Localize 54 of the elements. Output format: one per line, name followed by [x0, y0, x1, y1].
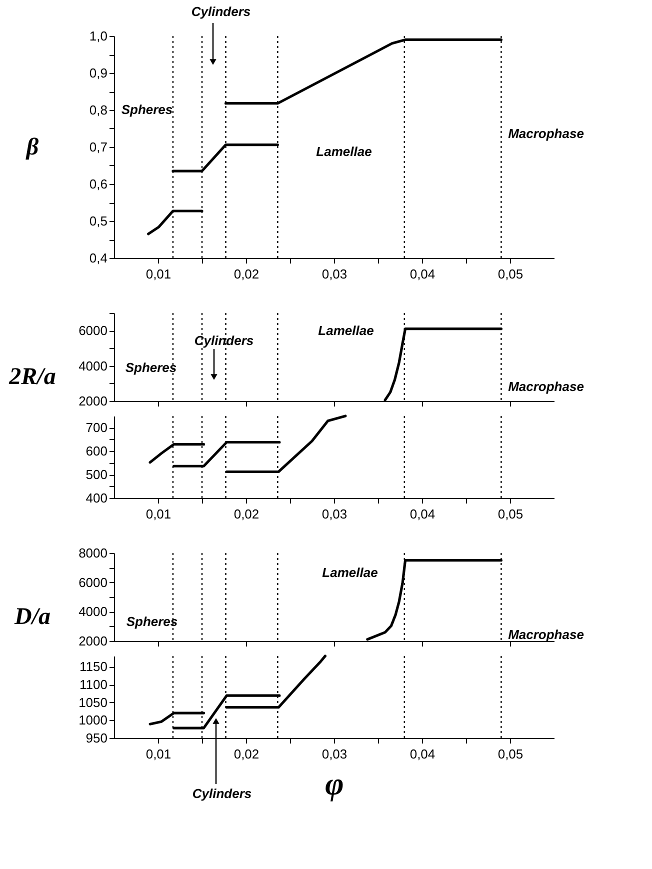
- y-tick-label: 1,0: [89, 28, 108, 44]
- x-tick-label: 0,03: [322, 266, 348, 282]
- text: Cylinders: [192, 786, 252, 801]
- annotation: Macrophase: [508, 627, 584, 642]
- x-tick-label: 0,03: [322, 506, 348, 522]
- y-tick-label: 1000: [78, 712, 108, 728]
- y-tick-label: 6000: [78, 574, 108, 590]
- y-tick-label: 0,7: [89, 140, 108, 154]
- y-tick-label: 8000: [78, 546, 108, 560]
- y-tick-label: 2000: [78, 634, 108, 648]
- y-tick-label: 400: [86, 490, 108, 506]
- annotation: Lamellae: [316, 144, 372, 159]
- annotation: Spheres: [121, 102, 173, 117]
- y-tick-label: 2000: [78, 394, 108, 408]
- y-tick-label: 600: [86, 444, 108, 459]
- y-tick-label: 1100: [80, 677, 108, 692]
- x-tick-label: 0,05: [498, 746, 524, 762]
- annotation: Lamellae: [322, 565, 378, 580]
- y-tick-label: 700: [86, 420, 108, 436]
- annotation: Macrophase: [508, 379, 584, 394]
- y-tick-label: 1150: [80, 659, 108, 674]
- x-tick-label: 0,01: [146, 506, 172, 522]
- y-tick-label: 0,9: [89, 66, 108, 80]
- x-tick-label: 0,01: [146, 266, 172, 282]
- text: Cylinders: [191, 4, 251, 19]
- annotation: Lamellae: [318, 323, 374, 338]
- x-tick-label: 0,05: [498, 506, 524, 522]
- x-axis-title: φ: [325, 766, 344, 802]
- annotation: Spheres: [125, 360, 177, 375]
- y-tick-label: 6000: [78, 323, 108, 338]
- x-tick-label: 0,01: [146, 746, 172, 762]
- annotation: Macrophase: [508, 126, 584, 141]
- y-axis-title: D/a: [14, 604, 50, 630]
- y-tick-label: 500: [86, 467, 108, 482]
- x-tick-label: 0,05: [498, 266, 524, 282]
- y-tick-label: 0,6: [89, 176, 108, 192]
- x-tick-label: 0,02: [234, 266, 260, 282]
- y-tick-label: 4000: [78, 358, 108, 374]
- y-tick-label: 1050: [78, 694, 108, 710]
- annotation: Cylinders: [194, 333, 254, 348]
- x-tick-label: 0,04: [410, 266, 436, 282]
- x-tick-label: 0,04: [410, 506, 436, 522]
- y-tick-label: 0,4: [89, 250, 108, 266]
- y-axis-title: 2R/a: [8, 364, 56, 390]
- x-tick-label: 0,02: [234, 746, 260, 762]
- y-tick-label: 4000: [78, 604, 108, 620]
- y-axis-title: β: [25, 134, 40, 160]
- annotation: Spheres: [126, 614, 178, 629]
- x-tick-label: 0,02: [234, 506, 260, 522]
- y-tick-label: 0,8: [89, 102, 108, 118]
- y-tick-label: 950: [86, 730, 108, 746]
- x-tick-label: 0,03: [322, 746, 348, 762]
- x-tick-label: 0,04: [410, 746, 436, 762]
- y-tick-label: 0,5: [89, 214, 108, 228]
